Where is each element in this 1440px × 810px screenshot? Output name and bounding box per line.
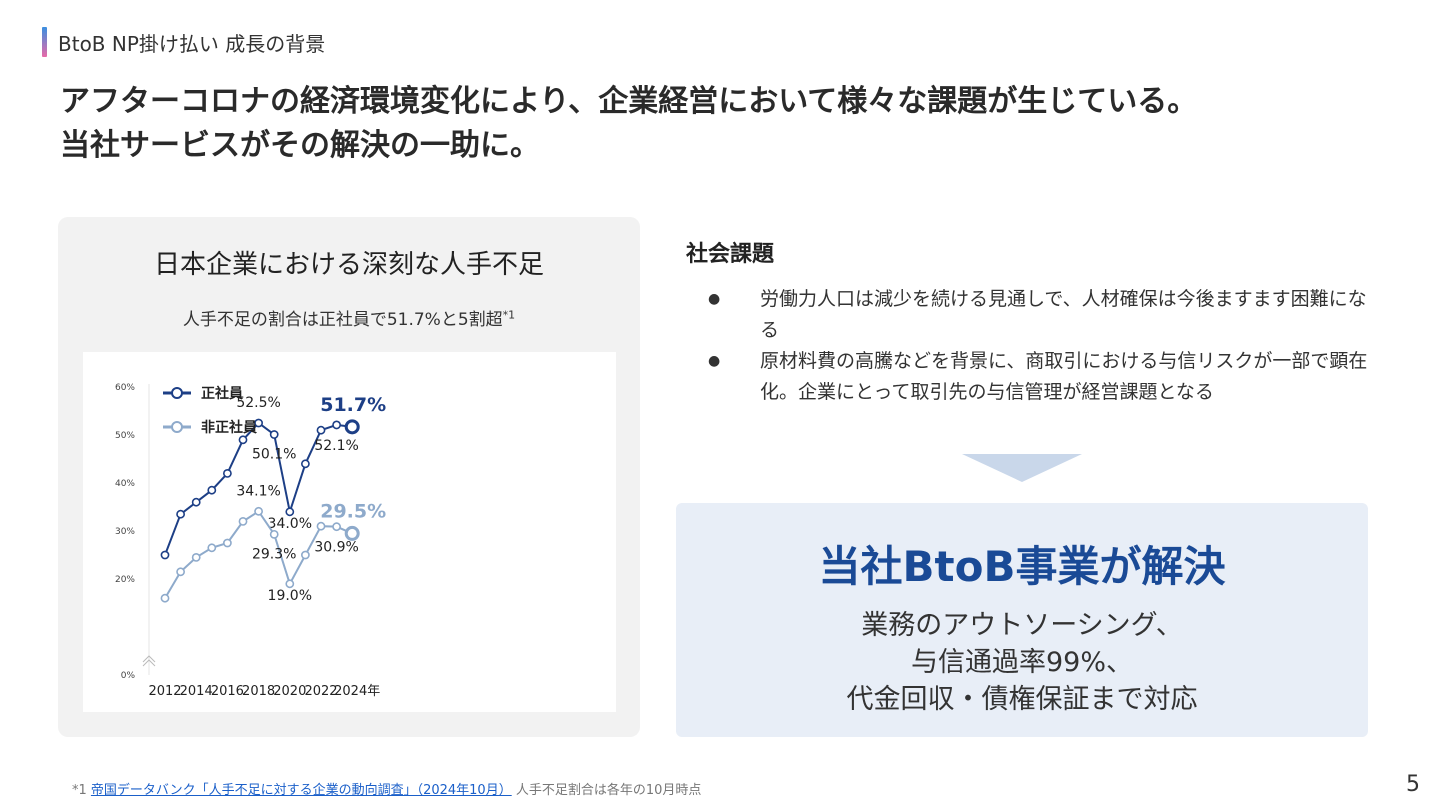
data-label: 50.1% bbox=[252, 447, 296, 463]
data-point bbox=[160, 550, 170, 560]
solution-card: 当社BtoB事業が解決 業務のアウトソーシング、 与信通過率99%、 代金回収・… bbox=[676, 503, 1368, 737]
legend-label: 非正社員 bbox=[201, 419, 257, 436]
data-label: 29.3% bbox=[252, 546, 296, 562]
y-tick-label: 20% bbox=[115, 575, 135, 585]
bullet-icon: ● bbox=[708, 291, 721, 307]
down-arrow-icon bbox=[962, 454, 1082, 482]
y-tick-label: 40% bbox=[115, 479, 135, 489]
data-point bbox=[176, 509, 185, 519]
data-point bbox=[269, 529, 279, 539]
labor-shortage-chart: 60% 50% 40% 30% 20% 0% 2012 2014 2016 2018 2020 202… bbox=[83, 352, 616, 712]
data-point bbox=[316, 521, 326, 531]
solution-line-3: 代金回収・債権保証まで対応 bbox=[846, 684, 1198, 715]
legend-label: 正社員 bbox=[201, 385, 243, 402]
bullet-icon: ● bbox=[708, 353, 721, 369]
chart-svg: 60%50%40%30%20%0%20122014201620182020202… bbox=[115, 383, 386, 699]
headline-line-1: アフターコロナの経済環境変化により、企業経営において様々な課題が生じている。 bbox=[60, 84, 1198, 119]
data-label: 29.5% bbox=[320, 500, 386, 522]
section-accent-bar bbox=[42, 27, 47, 57]
data-label: 34.0% bbox=[268, 516, 312, 532]
panel-subtitle-text: 人手不足の割合は正社員で51.7%と5割超 bbox=[182, 310, 503, 330]
data-point bbox=[344, 525, 360, 541]
solution-title: 当社BtoB事業が解決 bbox=[818, 542, 1226, 591]
data-point bbox=[222, 469, 232, 478]
data-point bbox=[316, 425, 326, 435]
page-number: 5 bbox=[1406, 772, 1420, 797]
section-label: BtoB NP掛け払い 成長の背景 bbox=[42, 27, 325, 57]
axis-break-icon bbox=[142, 655, 156, 667]
data-label: 51.7% bbox=[320, 394, 386, 416]
data-label: 52.5% bbox=[236, 395, 280, 411]
data-point bbox=[207, 543, 217, 553]
data-point bbox=[269, 430, 279, 439]
legend-marker bbox=[171, 421, 183, 433]
data-point bbox=[238, 435, 248, 445]
data-point bbox=[300, 459, 310, 469]
page-headline: アフターコロナの経済環境変化により、企業経営において様々な課題が生じている。 当… bbox=[60, 80, 1197, 168]
data-point bbox=[254, 506, 263, 516]
data-point bbox=[160, 593, 170, 603]
footnote: *1 帝国データバンク「人手不足に対する企業の動向調査」（2024年10月） 人… bbox=[72, 779, 701, 798]
x-tick-label: 2012 bbox=[148, 684, 181, 699]
data-point bbox=[191, 497, 201, 507]
issues-list: ● 労働力人口は減少を続ける見通しで、人材確保は今後ますます困難になる ● 原材… bbox=[700, 284, 1375, 408]
labor-shortage-panel: 日本企業における深刻な人手不足 人手不足の割合は正社員で51.7%と5割超*1 … bbox=[58, 217, 640, 737]
panel-subtitle-note: *1 bbox=[502, 308, 516, 322]
solution-body: 業務のアウトソーシング、 与信通過率99%、 代金回収・債権保証まで対応 bbox=[676, 607, 1368, 718]
data-label: 19.0% bbox=[268, 588, 312, 604]
solution-line-2: 与信通過率99%、 bbox=[910, 647, 1133, 678]
data-label: 30.9% bbox=[314, 540, 358, 556]
footnote-marker: *1 bbox=[72, 783, 87, 798]
y-tick-label: 30% bbox=[115, 527, 135, 537]
y-tick-label: 0% bbox=[121, 671, 136, 681]
panel-subtitle: 人手不足の割合は正社員で51.7%と5割超*1 bbox=[58, 305, 640, 330]
x-tick-label: 2020 bbox=[273, 684, 306, 699]
headline-line-2: 当社サービスがその解決の一助に。 bbox=[60, 128, 540, 163]
legend-marker bbox=[171, 387, 183, 399]
data-point bbox=[332, 522, 341, 532]
data-point bbox=[300, 550, 310, 560]
issue-item: ● 原材料費の高騰などを背景に、商取引における与信リスクが一部で顕在化。企業にと… bbox=[700, 346, 1375, 408]
data-point bbox=[285, 507, 295, 517]
data-label: 34.1% bbox=[236, 483, 280, 499]
issue-text: 原材料費の高騰などを背景に、商取引における与信リスクが一部で顕在化。企業にとって… bbox=[760, 350, 1368, 403]
data-point bbox=[254, 418, 263, 428]
data-point bbox=[176, 567, 185, 577]
source-link[interactable]: 帝国データバンク「人手不足に対する企業の動向調査」（2024年10月） bbox=[90, 783, 512, 798]
x-tick-label: 2022 bbox=[304, 684, 337, 699]
x-tick-label: 2016 bbox=[211, 684, 244, 699]
issues-title: 社会課題 bbox=[686, 242, 775, 267]
solution-line-1: 業務のアウトソーシング、 bbox=[861, 610, 1183, 641]
panel-title: 日本企業における深刻な人手不足 bbox=[153, 250, 544, 280]
x-tick-label: 2024年 bbox=[334, 684, 380, 699]
data-point bbox=[238, 516, 248, 526]
section-label-text: BtoB NP掛け払い 成長の背景 bbox=[58, 31, 326, 56]
issue-item: ● 労働力人口は減少を続ける見通しで、人材確保は今後ますます困難になる bbox=[700, 284, 1375, 346]
data-point bbox=[285, 579, 295, 589]
data-point bbox=[344, 419, 360, 435]
data-label: 52.1% bbox=[314, 438, 358, 454]
y-tick-label: 50% bbox=[115, 431, 135, 441]
footnote-note: 人手不足割合は各年の10月時点 bbox=[515, 783, 702, 798]
y-tick-label: 60% bbox=[115, 383, 135, 393]
data-point bbox=[222, 538, 232, 548]
data-point bbox=[332, 420, 341, 430]
data-point bbox=[207, 485, 217, 495]
x-tick-label: 2018 bbox=[242, 684, 275, 699]
data-point bbox=[191, 552, 201, 562]
issue-text: 労働力人口は減少を続ける見通しで、人材確保は今後ますます困難になる bbox=[760, 288, 1367, 341]
x-tick-label: 2014 bbox=[180, 684, 213, 699]
